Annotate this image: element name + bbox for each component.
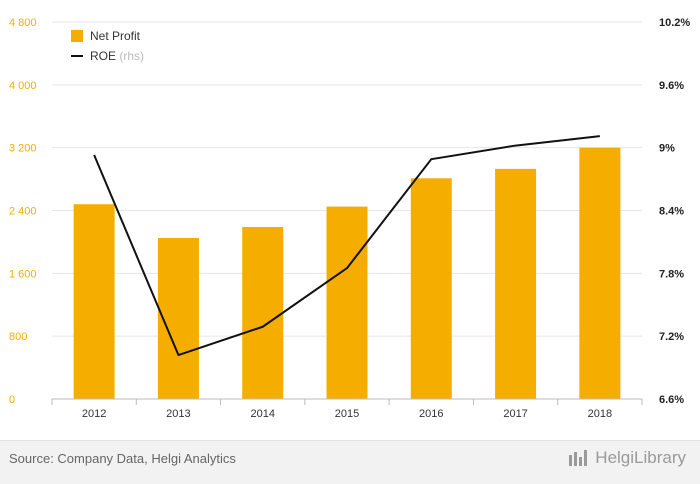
y-left-tick-label: 4 000 (9, 80, 37, 92)
y-right-tick-label: 7.2% (659, 331, 684, 343)
y-left-tick-label: 4 800 (9, 17, 37, 29)
bar-2017 (495, 168, 537, 399)
y-right-tick-label: 7.8% (659, 268, 684, 280)
bar-2018 (579, 147, 621, 399)
legend-swatch-net-profit (71, 30, 83, 42)
legend-label-net-profit: Net Profit (90, 29, 141, 43)
x-tick-label: 2014 (250, 408, 274, 420)
y-left-tick-label: 3 200 (9, 143, 37, 155)
brand-logo[interactable]: HelgiLibrary (568, 448, 686, 468)
x-tick-label: 2017 (503, 408, 527, 420)
source-note: Source: Company Data, Helgi Analytics (9, 451, 236, 466)
legend: Net Profit ROE (rhs) (71, 29, 144, 63)
bar-series-net-profit (73, 147, 621, 399)
x-tick-label: 2018 (588, 408, 612, 420)
y-right-tick-label: 8.4% (659, 206, 684, 218)
x-tick-label: 2012 (82, 408, 106, 420)
bar-2012 (73, 204, 115, 399)
x-tick-label: 2015 (335, 408, 359, 420)
bar-2013 (157, 237, 199, 399)
y-right-tick-label: 9% (659, 143, 675, 155)
y-left-tick-label: 800 (9, 331, 27, 343)
bar-2014 (242, 226, 284, 399)
y-right-tick-label: 6.6% (659, 394, 684, 406)
roe-line (93, 135, 600, 357)
bar-2016 (410, 178, 452, 399)
line-series-roe (93, 135, 600, 357)
x-tick-label: 2016 (419, 408, 443, 420)
bar-2015 (326, 206, 368, 399)
helgi-library-logo-icon (569, 450, 588, 466)
y-right-tick-label: 10.2% (659, 17, 690, 29)
y-right-tick-label: 9.6% (659, 80, 684, 92)
y-left-tick-label: 2 400 (9, 206, 37, 218)
chart: 0 6.6% 800 7.2% 1 600 7.8% 2 400 8.4% 3 200 9% 4 0… (9, 17, 690, 420)
brand-name: HelgiLibrary (595, 448, 686, 467)
y-left-tick-label: 0 (9, 394, 15, 406)
footer: Source: Company Data, Helgi Analytics He… (0, 440, 700, 484)
y-left-tick-label: 1 600 (9, 268, 37, 280)
x-tick-label: 2013 (166, 408, 190, 420)
legend-label-roe: ROE (rhs) (90, 49, 144, 63)
axes: 0 6.6% 800 7.2% 1 600 7.8% 2 400 8.4% 3 200 9% 4 0… (9, 17, 690, 420)
